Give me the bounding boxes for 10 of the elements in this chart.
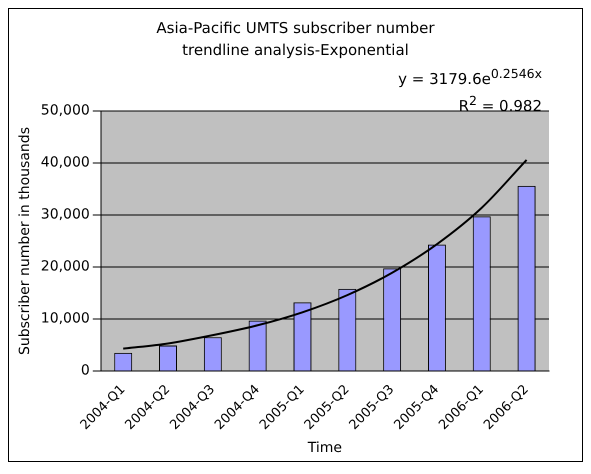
chart-title: Asia-Pacific UMTS subscriber number trendline analysis-Exponential: [155, 18, 436, 61]
y-axis-title: Subscriber number in thousands: [17, 127, 34, 356]
text: y = 3179.6e$^{0.2546x}$: [398, 65, 542, 90]
y-tick-label: 30,000: [40, 206, 90, 223]
x-axis-title: Time: [306, 440, 342, 456]
y-tick-label: 50,000: [40, 102, 90, 119]
y-tick-label: 10,000: [40, 310, 90, 327]
y-tick-label: 20,000: [40, 258, 90, 275]
y-tick-label: 40,000: [40, 154, 90, 171]
y-tick-label: 0: [80, 362, 90, 379]
